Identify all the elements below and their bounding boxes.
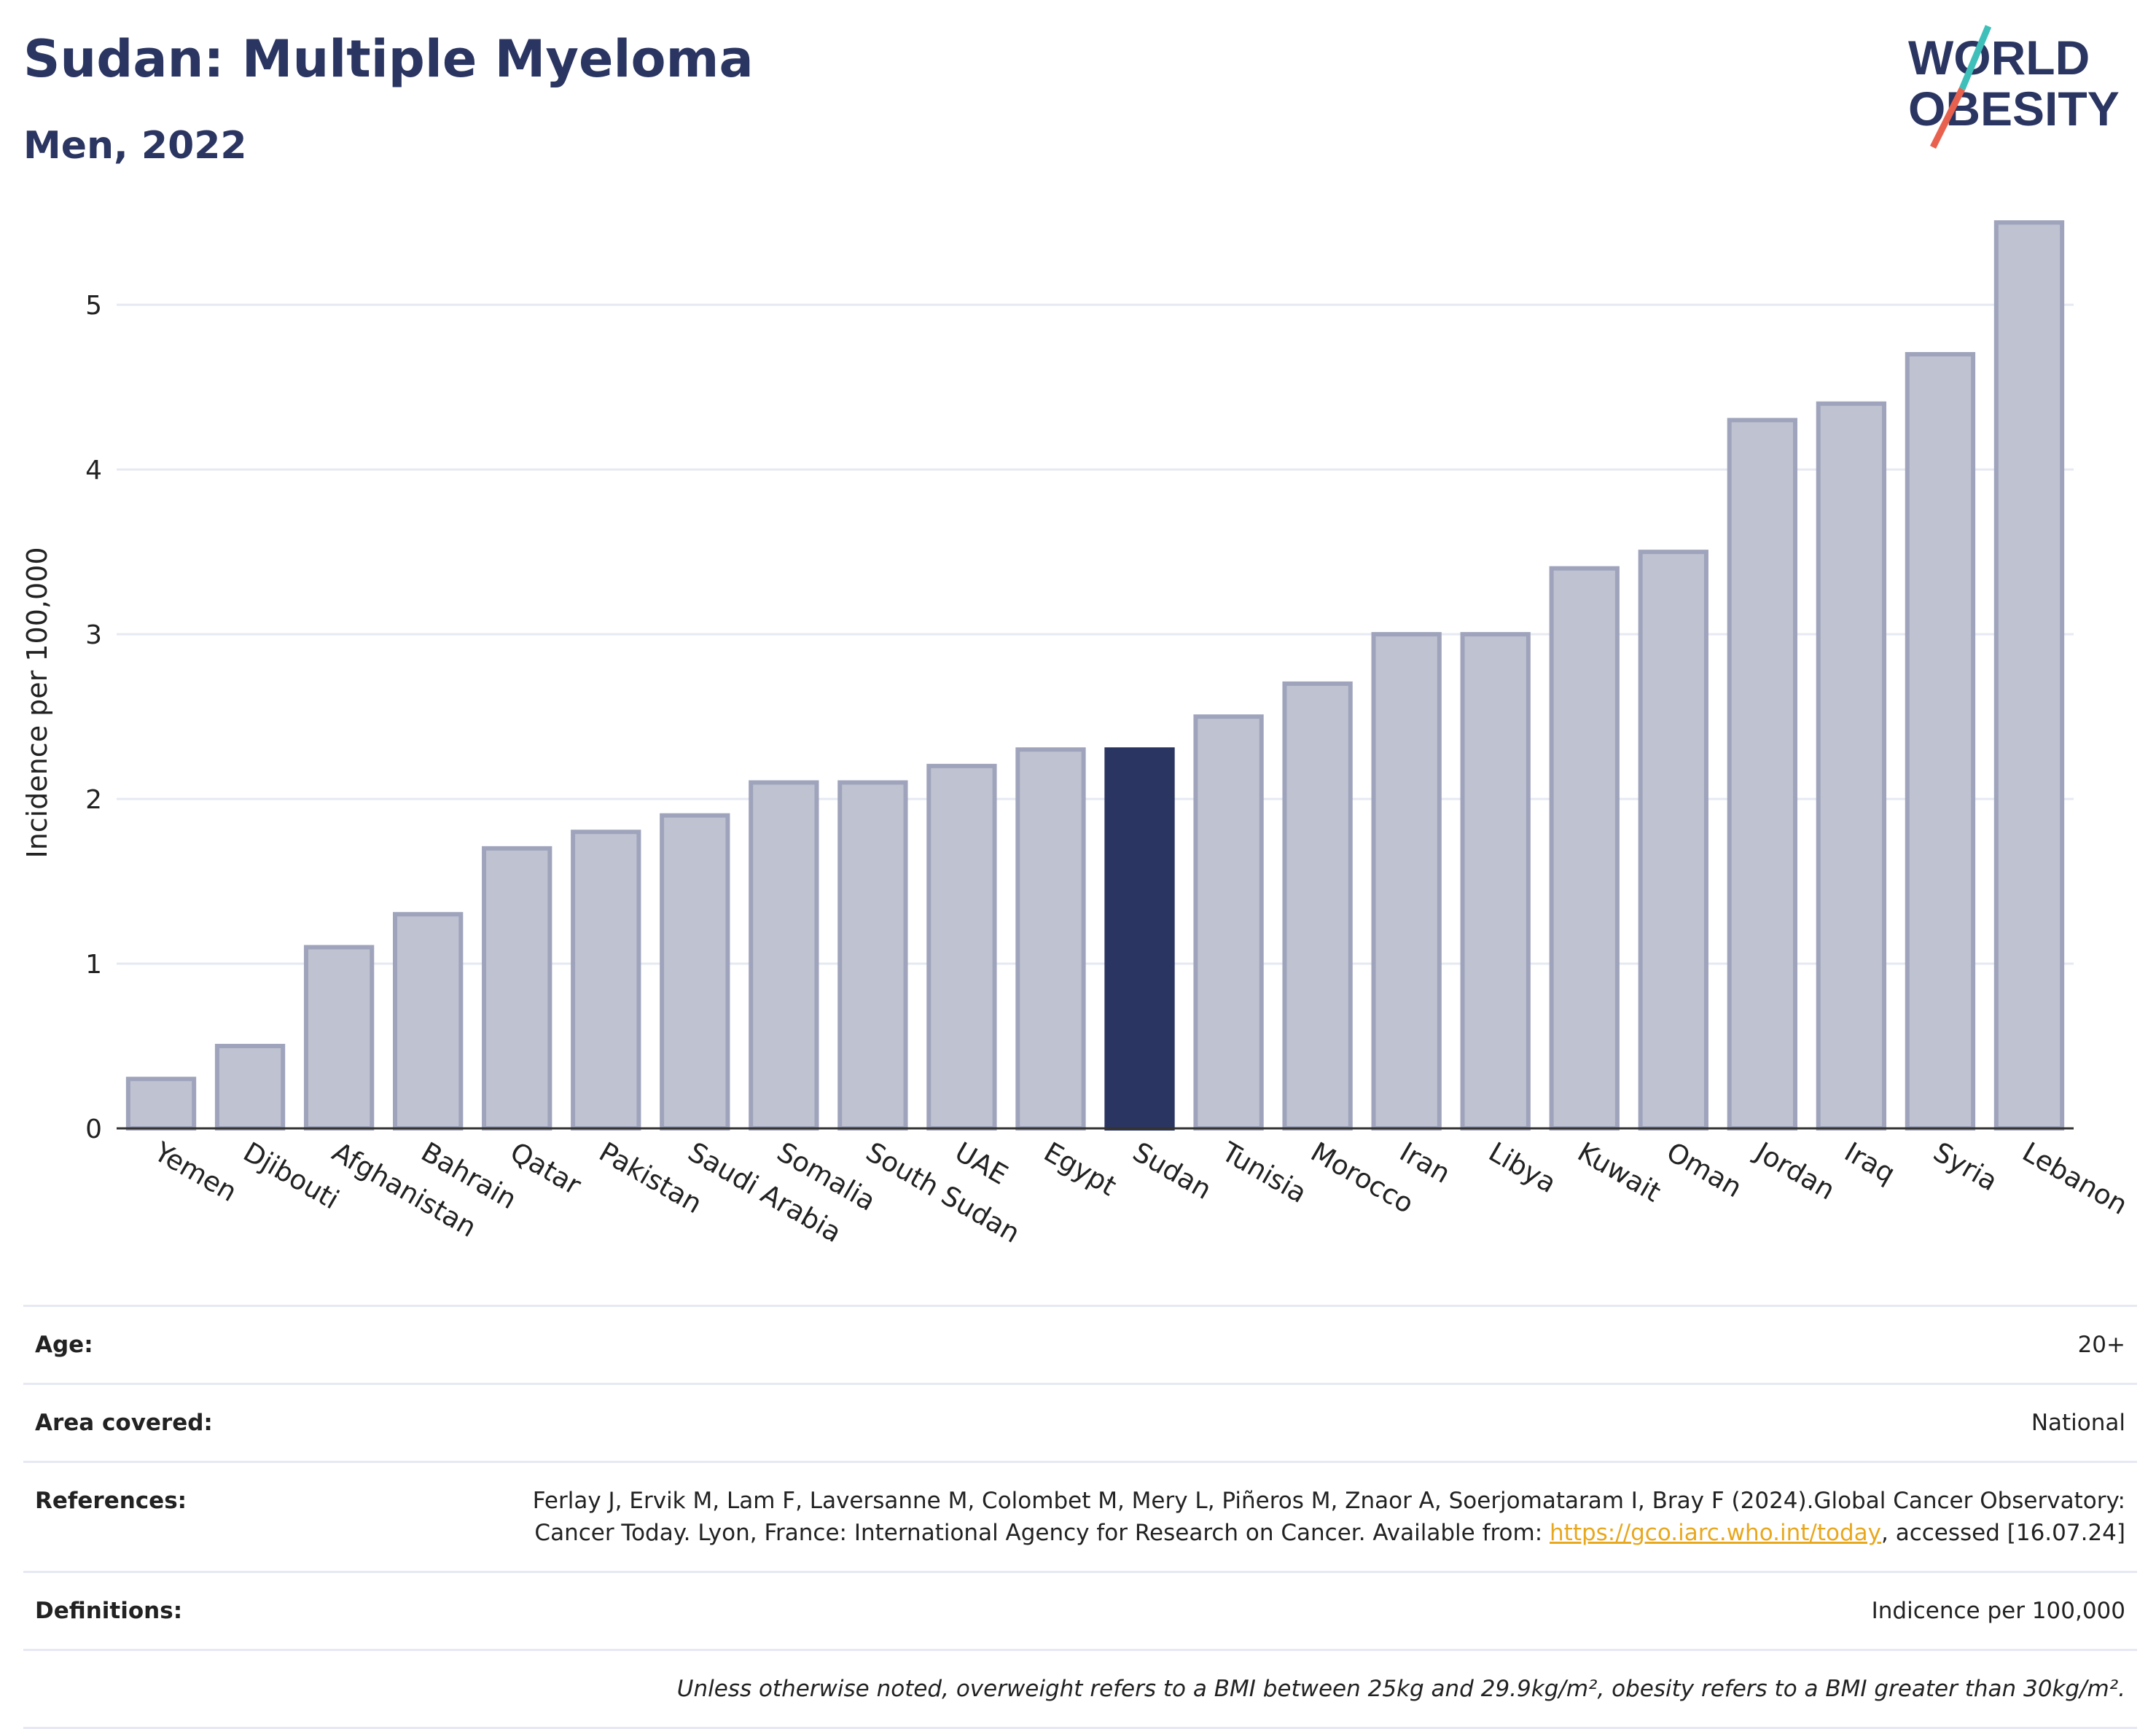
bar-south-sudan: [837, 780, 908, 1131]
x-tick-label: Tunisia: [1216, 1136, 1312, 1209]
x-tick-label: Lebanon: [2017, 1136, 2133, 1221]
x-tick-label: Morocco: [1305, 1136, 1419, 1220]
bar-uae: [926, 763, 997, 1131]
bar-yemen: [125, 1077, 197, 1131]
bar-jordan: [1727, 418, 1797, 1131]
bar-djibouti: [214, 1044, 286, 1131]
world-obesity-logo: WORLD OBESITY: [1908, 25, 2120, 149]
age-label: Age:: [35, 1332, 93, 1358]
bar-iraq: [1816, 401, 1887, 1131]
x-tick-label: Djibouti: [238, 1136, 345, 1216]
bar-lebanon: [1993, 220, 2065, 1131]
x-tick-label: Iran: [1394, 1136, 1456, 1190]
x-tick-label: UAE: [950, 1136, 1013, 1191]
bar-pakistan: [571, 830, 641, 1131]
y-axis-label: Incidence per 100,000: [21, 547, 53, 858]
references-suffix: , accessed [16.07.24]: [1880, 1520, 2125, 1546]
info-row-area: Area covered: National: [23, 1383, 2137, 1461]
bar-syria: [1905, 351, 1976, 1131]
bar-iran: [1371, 632, 1442, 1131]
area-label: Area covered:: [35, 1410, 213, 1436]
x-tick-label: Oman: [1661, 1136, 1747, 1204]
x-tick-label: Saudi Arabia: [683, 1136, 847, 1249]
info-table: Age: 20+ Area covered: National Referenc…: [23, 1305, 2137, 1729]
area-value: National: [2031, 1410, 2125, 1436]
x-tick-label: Pakistan: [594, 1136, 708, 1220]
x-tick-label: Syria: [1928, 1136, 2003, 1198]
x-tick-label: Libya: [1483, 1136, 1561, 1200]
bar-afghanistan: [303, 945, 375, 1131]
bars: [125, 220, 2065, 1131]
definitions-value: Indicence per 100,000: [1871, 1598, 2125, 1624]
chart-title: Sudan: Multiple Myeloma: [23, 29, 754, 89]
bar-sudan: [1104, 747, 1175, 1131]
y-tick-label: 1: [85, 950, 102, 980]
bar-morocco: [1282, 681, 1353, 1131]
age-value: 20+: [2077, 1332, 2125, 1358]
references-label: References:: [35, 1488, 187, 1514]
references-value: Ferlay J, Ervik M, Lam F, Laversanne M, …: [449, 1485, 2125, 1549]
bar-libya: [1460, 632, 1531, 1131]
y-tick-label: 4: [85, 456, 102, 485]
bmi-note: Unless otherwise noted, overweight refer…: [676, 1676, 2125, 1702]
logo-slash-teal: [1958, 25, 1992, 90]
definitions-label: Definitions:: [35, 1598, 183, 1624]
references-text: Ferlay J, Ervik M, Lam F, Laversanne M, …: [532, 1488, 2125, 1546]
bar-bahrain: [393, 912, 464, 1131]
info-row-note: Unless otherwise noted, overweight refer…: [23, 1649, 2137, 1729]
x-tick-label: Sudan: [1128, 1136, 1216, 1206]
bar-saudi-arabia: [660, 813, 730, 1131]
logo-line-1: WORLD: [1908, 31, 2090, 85]
bar-kuwait: [1549, 566, 1620, 1131]
bar-oman: [1638, 550, 1708, 1131]
bar-tunisia: [1193, 714, 1264, 1131]
bar-qatar: [482, 846, 552, 1131]
y-tick-label: 0: [85, 1115, 102, 1144]
info-row-references: References: Ferlay J, Ervik M, Lam F, La…: [23, 1461, 2137, 1571]
x-tick-label: Jordan: [1749, 1136, 1840, 1206]
bar-chart: 012345YemenDjiboutiAfghanistanBahrainQat…: [21, 220, 2133, 1249]
info-row-age: Age: 20+: [23, 1305, 2137, 1383]
x-tick-label: Yemen: [149, 1136, 243, 1208]
x-tick-label: Iraq: [1839, 1136, 1900, 1190]
x-tick-label: Egypt: [1039, 1136, 1122, 1203]
x-tick-label: South Sudan: [861, 1136, 1026, 1249]
bar-egypt: [1015, 747, 1086, 1131]
x-tick-label: Kuwait: [1572, 1136, 1666, 1209]
bar-somalia: [749, 780, 819, 1131]
info-row-definitions: Definitions: Indicence per 100,000: [23, 1571, 2137, 1649]
y-tick-label: 5: [85, 291, 102, 321]
logo-slash-red: [1929, 87, 1966, 149]
y-tick-label: 3: [85, 620, 102, 650]
chart-subtitle: Men, 2022: [23, 124, 247, 168]
references-link[interactable]: https://gco.iarc.who.int/today: [1550, 1520, 1881, 1546]
y-tick-label: 2: [85, 785, 102, 815]
